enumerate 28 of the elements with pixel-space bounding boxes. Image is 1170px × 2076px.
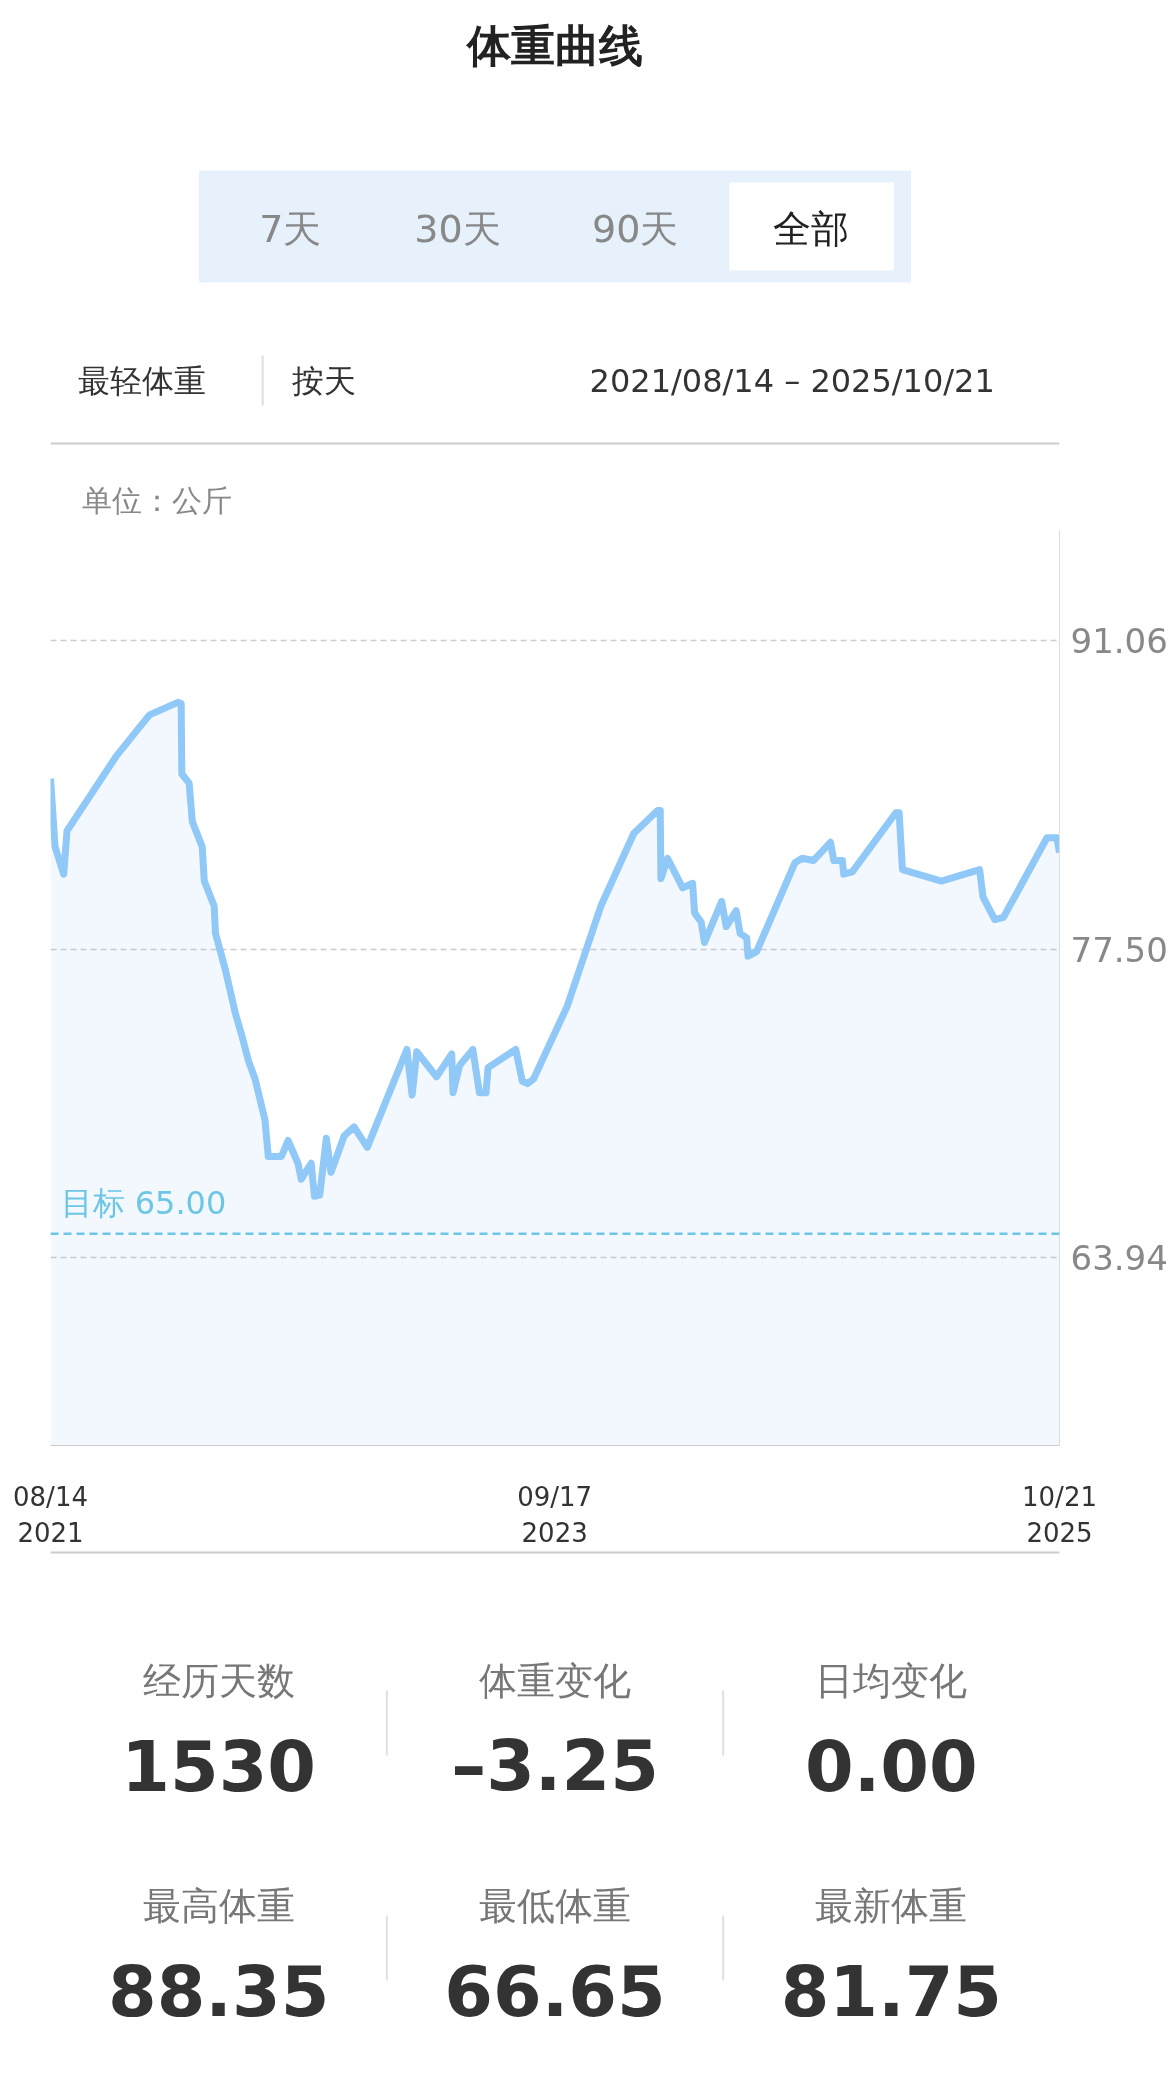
text: 66.65 xyxy=(444,1951,666,2033)
text: 日均变化 xyxy=(815,1658,968,1703)
x-tick-label: 10/21 2025 xyxy=(1022,1481,1097,1548)
y-tick-label: 77.50 xyxy=(1070,929,1168,970)
text: 经历天数 xyxy=(142,1658,295,1703)
text: 7天 xyxy=(259,206,322,251)
x-tick-label: 09/17 2023 xyxy=(517,1481,593,1548)
text: 0.00 xyxy=(804,1726,978,1808)
text: 最轻体重 xyxy=(78,361,207,400)
x-tick-label: 08/14 2021 xyxy=(13,1481,88,1548)
y-tick-label: 91.06 xyxy=(1070,621,1168,662)
y-tick-label: 63.94 xyxy=(1070,1238,1168,1279)
text: 体重变化 xyxy=(479,1658,631,1703)
text: 1530 xyxy=(121,1726,317,1808)
text: –3.25 xyxy=(451,1724,659,1807)
text: 按天 xyxy=(291,361,356,400)
text: 88.35 xyxy=(107,1951,330,2033)
text: 2021/08/14 – 2025/10/21 xyxy=(589,361,995,400)
ref-line-label: 目标 65.00 xyxy=(60,1183,227,1222)
text: 30天 xyxy=(414,206,501,251)
text: 90天 xyxy=(592,206,679,251)
text: 81.75 xyxy=(780,1951,1003,2033)
text: 最新体重 xyxy=(815,1883,968,1928)
chart-title: 体重曲线 xyxy=(465,20,643,71)
text: 单位：公斤 xyxy=(81,483,232,518)
text: 全部 xyxy=(773,206,850,251)
text: 最低体重 xyxy=(479,1883,631,1928)
text: 最高体重 xyxy=(142,1883,295,1928)
